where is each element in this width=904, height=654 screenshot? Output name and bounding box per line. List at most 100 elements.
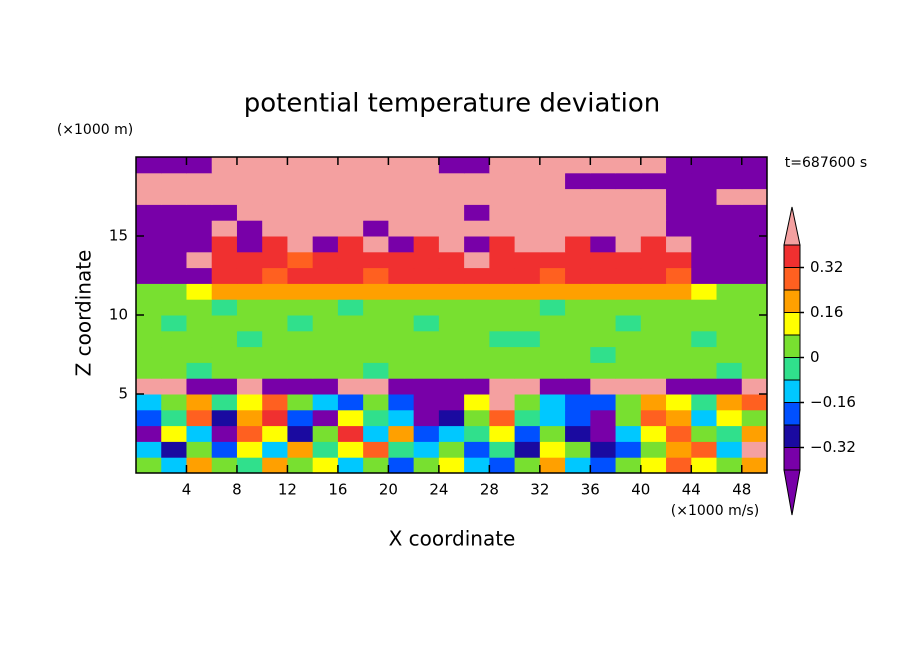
contour-cell xyxy=(136,441,162,458)
contour-cell xyxy=(287,283,314,300)
contour-cell xyxy=(438,204,465,221)
contour-cell xyxy=(666,157,692,174)
x-tick-label: 44 xyxy=(682,481,701,499)
contour-cell xyxy=(615,378,642,395)
contour-cell xyxy=(741,409,768,427)
contour-cell xyxy=(363,425,389,442)
contour-cell xyxy=(615,236,642,253)
contour-cell xyxy=(539,251,566,269)
contour-cell xyxy=(716,157,743,174)
contour-cell xyxy=(666,204,692,221)
contour-cell xyxy=(186,394,213,411)
contour-cell xyxy=(615,315,642,332)
contour-cell xyxy=(615,267,642,284)
contour-cell xyxy=(186,315,213,332)
contour-cell xyxy=(691,220,718,237)
contour-cell xyxy=(615,362,642,379)
contour-cell xyxy=(161,330,187,348)
contour-cell xyxy=(337,283,364,300)
contour-cell xyxy=(413,315,440,332)
contour-cell xyxy=(388,188,415,205)
x-axis-label: X coordinate xyxy=(389,527,516,551)
contour-cell xyxy=(438,315,465,332)
contour-cell xyxy=(741,157,768,174)
contour-cell xyxy=(337,299,364,316)
contour-cell xyxy=(262,315,288,332)
contour-cell xyxy=(363,283,389,300)
contour-cell xyxy=(287,299,314,316)
contour-cell xyxy=(565,220,591,237)
contour-cell xyxy=(287,378,314,395)
contour-cell xyxy=(615,346,642,363)
contour-cell xyxy=(236,315,263,332)
contour-cell xyxy=(161,204,187,221)
contour-cell xyxy=(136,362,162,379)
contour-cell xyxy=(236,394,263,411)
x-tick-label: 16 xyxy=(328,481,347,499)
contour-cell xyxy=(136,457,162,474)
contour-cell xyxy=(262,204,288,221)
contour-cell xyxy=(388,330,415,348)
colorbar-box xyxy=(783,334,801,358)
contour-cell xyxy=(615,394,642,411)
contour-cell xyxy=(312,251,339,269)
contour-cell xyxy=(666,378,692,395)
contour-cell xyxy=(363,330,389,348)
contour-cell xyxy=(186,172,213,190)
contour-cell xyxy=(136,220,162,237)
contour-cell xyxy=(438,394,465,411)
contour-cell xyxy=(337,409,364,427)
contour-cell xyxy=(615,330,642,348)
contour-cell xyxy=(691,457,718,474)
contour-cell xyxy=(741,283,768,300)
contour-cell xyxy=(136,299,162,316)
contour-cell xyxy=(590,299,617,316)
contour-cell xyxy=(287,425,314,442)
contour-cell xyxy=(716,409,743,427)
contour-cell xyxy=(186,409,213,427)
contour-cell xyxy=(590,378,617,395)
contour-cell xyxy=(514,378,541,395)
contour-cell xyxy=(716,204,743,221)
contour-cell xyxy=(186,346,213,363)
contour-cell xyxy=(287,441,314,458)
contour-cell xyxy=(691,267,718,284)
contour-cell xyxy=(565,188,591,205)
contour-cell xyxy=(716,441,743,458)
contour-cell xyxy=(565,236,591,253)
contour-cell xyxy=(514,362,541,379)
contour-cell xyxy=(640,425,667,442)
contour-cell xyxy=(161,172,187,190)
contour-cell xyxy=(312,346,339,363)
contour-cell xyxy=(262,299,288,316)
contour-cell xyxy=(590,283,617,300)
contour-cell xyxy=(464,267,490,284)
contour-cell xyxy=(514,220,541,237)
contour-cell xyxy=(363,188,389,205)
contour-cell xyxy=(236,220,263,237)
contour-cell xyxy=(363,362,389,379)
contour-cell xyxy=(312,172,339,190)
contour-cell xyxy=(489,394,516,411)
contour-cell xyxy=(262,409,288,427)
x-tick-label: 32 xyxy=(530,481,549,499)
contour-cell xyxy=(590,409,617,427)
contour-cell xyxy=(161,251,187,269)
contour-cell xyxy=(186,457,213,474)
contour-cell xyxy=(136,394,162,411)
contour-cell xyxy=(716,346,743,363)
contour-cell xyxy=(489,172,516,190)
contour-cell xyxy=(539,394,566,411)
contour-cell xyxy=(716,236,743,253)
contour-cell xyxy=(413,204,440,221)
contour-cell xyxy=(161,441,187,458)
contour-cell xyxy=(590,346,617,363)
contour-cell xyxy=(363,315,389,332)
contour-cell xyxy=(337,315,364,332)
colorbar-box xyxy=(783,267,801,291)
contour-cell xyxy=(590,315,617,332)
contour-cell xyxy=(211,378,238,395)
contour-cell xyxy=(363,299,389,316)
contour-cell xyxy=(413,441,440,458)
contour-cell xyxy=(464,283,490,300)
